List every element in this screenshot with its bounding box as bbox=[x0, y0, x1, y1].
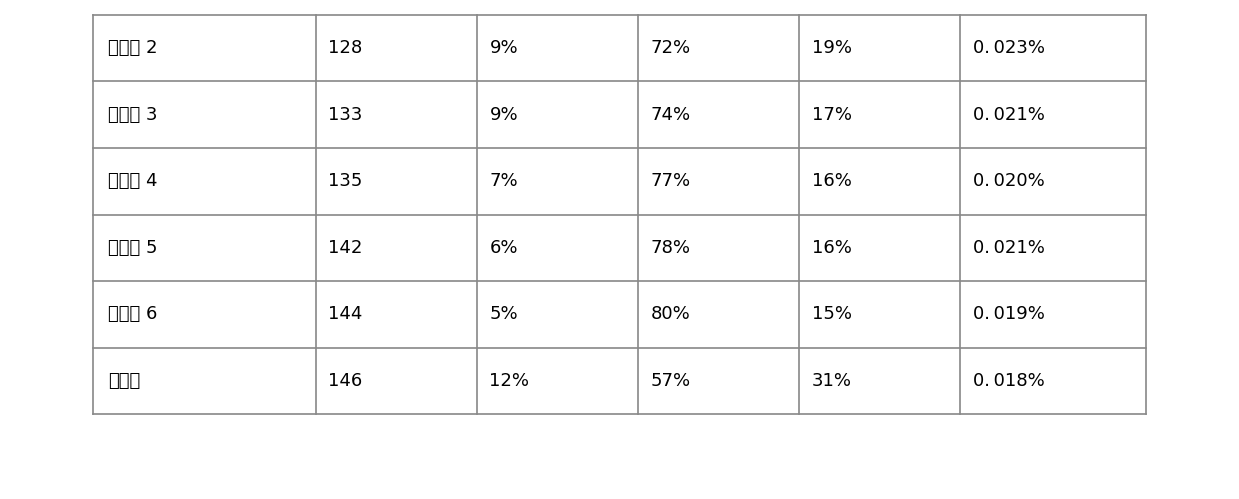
Text: 146: 146 bbox=[328, 372, 363, 390]
Text: 16%: 16% bbox=[812, 239, 851, 257]
Text: 74%: 74% bbox=[650, 106, 690, 124]
Text: 5%: 5% bbox=[489, 305, 518, 323]
Text: 78%: 78% bbox=[650, 239, 690, 257]
Text: 9%: 9% bbox=[489, 106, 518, 124]
Text: 133: 133 bbox=[328, 106, 363, 124]
Text: 0. 018%: 0. 018% bbox=[973, 372, 1044, 390]
Text: 实施例 4: 实施例 4 bbox=[108, 172, 157, 190]
Text: 135: 135 bbox=[328, 172, 363, 190]
Text: 12%: 12% bbox=[489, 372, 529, 390]
Text: 17%: 17% bbox=[812, 106, 851, 124]
Text: 实施例 5: 实施例 5 bbox=[108, 239, 157, 257]
Text: 0. 021%: 0. 021% bbox=[973, 106, 1044, 124]
Text: 16%: 16% bbox=[812, 172, 851, 190]
Text: 9%: 9% bbox=[489, 39, 518, 57]
Text: 15%: 15% bbox=[812, 305, 851, 323]
Text: 19%: 19% bbox=[812, 39, 851, 57]
Text: 0. 019%: 0. 019% bbox=[973, 305, 1044, 323]
Text: 128: 128 bbox=[328, 39, 363, 57]
Text: 0. 020%: 0. 020% bbox=[973, 172, 1044, 190]
Text: 80%: 80% bbox=[650, 305, 690, 323]
Text: 0. 023%: 0. 023% bbox=[973, 39, 1044, 57]
Text: 31%: 31% bbox=[812, 372, 851, 390]
Text: 57%: 57% bbox=[650, 372, 690, 390]
Text: 7%: 7% bbox=[489, 172, 518, 190]
Text: 对比例: 对比例 bbox=[108, 372, 140, 390]
Text: 实施例 2: 实施例 2 bbox=[108, 39, 157, 57]
Text: 72%: 72% bbox=[650, 39, 690, 57]
Text: 77%: 77% bbox=[650, 172, 690, 190]
Text: 实施例 3: 实施例 3 bbox=[108, 106, 157, 124]
Text: 144: 144 bbox=[328, 305, 363, 323]
Text: 6%: 6% bbox=[489, 239, 518, 257]
Text: 实施例 6: 实施例 6 bbox=[108, 305, 157, 323]
Text: 0. 021%: 0. 021% bbox=[973, 239, 1044, 257]
Text: 142: 142 bbox=[328, 239, 363, 257]
